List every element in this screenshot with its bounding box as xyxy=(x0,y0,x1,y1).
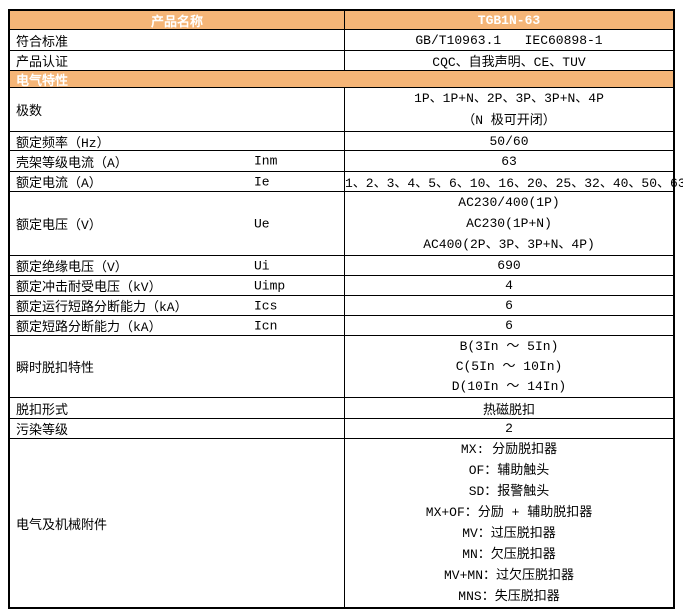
row-label: 额定电压（V） Ue xyxy=(10,192,345,255)
table-row: 额定运行短路分断能力（kA） Ics 6 xyxy=(10,296,673,316)
row-label: 产品认证 xyxy=(10,51,345,70)
table-row: 脱扣形式 热磁脱扣 xyxy=(10,398,673,419)
row-value: AC230/400(1P) AC230(1P+N) AC400(2P、3P、3P… xyxy=(345,192,673,255)
row-label: 电气及机械附件 xyxy=(10,439,345,607)
value-line: SD：报警触头 xyxy=(468,484,550,499)
row-value: 63 xyxy=(501,153,517,169)
value-line: OF：辅助触头 xyxy=(468,463,550,478)
product-model: TGB1N-63 xyxy=(477,12,541,28)
value-line: B(3In ～ 5In) xyxy=(459,338,559,354)
value-line: C(5In ～ 10In) xyxy=(455,358,563,374)
value-line: MV+MN：过欠压脱扣器 xyxy=(443,568,574,583)
row-symbol: Uimp xyxy=(254,278,286,293)
row-symbol: Ie xyxy=(254,174,270,189)
row-label: 额定冲击耐受电压（kV） Uimp xyxy=(10,276,345,295)
table-row: 产品认证 CQC、自我声明、CE、TUV xyxy=(10,51,673,71)
row-label: 壳架等级电流（A） Inm xyxy=(10,151,345,171)
table-row: 极数 1P、1P+N、2P、3P、3P+N、4P （N 极可开闭） xyxy=(10,88,673,132)
row-symbol: Ue xyxy=(254,216,270,231)
value-line: MV：过压脱扣器 xyxy=(462,526,556,541)
row-symbol: Ui xyxy=(254,258,270,273)
row-label-text: 额定电流（A） xyxy=(16,176,102,191)
value-line: MNS：失压脱扣器 xyxy=(458,589,560,604)
row-label: 额定频率（Hz） xyxy=(10,132,345,151)
row-value: 1、2、3、4、5、6、10、16、20、25、32、40、50、63 xyxy=(345,176,683,191)
row-label: 极数 xyxy=(10,88,345,131)
section-header: 电气特性 xyxy=(10,71,673,89)
value-line: （N 极可开闭） xyxy=(462,112,556,128)
table-row: 额定频率（Hz） 50/60 xyxy=(10,132,673,151)
table-row: 瞬时脱扣特性 B(3In ～ 5In) C(5In ～ 10In) D(10In… xyxy=(10,336,673,398)
row-value: 50/60 xyxy=(489,133,529,149)
table-row: 额定电流（A） Ie 1、2、3、4、5、6、10、16、20、25、32、40… xyxy=(10,172,683,192)
value-line: MX+OF：分励 + 辅助脱扣器 xyxy=(425,505,593,520)
row-value: 6 xyxy=(505,318,513,333)
table-row: 额定绝缘电压（V） Ui 690 xyxy=(10,256,673,276)
row-value: 2 xyxy=(505,421,513,436)
row-value: 热磁脱扣 xyxy=(482,402,535,418)
value-line: 1P、1P+N、2P、3P、3P+N、4P xyxy=(414,90,604,106)
table-row: 额定电压（V） Ue AC230/400(1P) AC230(1P+N) AC4… xyxy=(10,192,673,256)
row-label-text: 额定冲击耐受电压（kV） xyxy=(16,280,162,295)
table-row: 额定冲击耐受电压（kV） Uimp 4 xyxy=(10,276,673,296)
row-label: 脱扣形式 xyxy=(10,398,345,418)
row-label: 额定绝缘电压（V） Ui xyxy=(10,256,345,275)
row-value: 1P、1P+N、2P、3P、3P+N、4P （N 极可开闭） xyxy=(345,88,673,131)
row-label-text: 壳架等级电流（A） xyxy=(16,155,128,171)
table-row: 符合标准 GB/T10963.1 IEC60898-1 xyxy=(10,30,673,51)
row-value: MX: 分励脱扣器 OF：辅助触头 SD：报警触头 MX+OF：分励 + 辅助脱… xyxy=(345,439,673,607)
row-label-text: 额定电压（V） xyxy=(16,218,102,233)
value-line: MX: 分励脱扣器 xyxy=(460,442,558,457)
table-header-row: 产品名称 TGB1N-63 xyxy=(10,11,673,30)
row-label: 瞬时脱扣特性 xyxy=(10,336,345,397)
row-label: 额定电流（A） Ie xyxy=(10,172,345,191)
row-label-text: 额定短路分断能力（kA） xyxy=(16,320,162,335)
table-row: 污染等级 2 xyxy=(10,419,673,439)
row-value: GB/T10963.1 IEC60898-1 xyxy=(415,32,603,48)
row-label: 符合标准 xyxy=(10,30,345,50)
row-label: 额定短路分断能力（kA） Icn xyxy=(10,316,345,335)
row-value: 6 xyxy=(505,298,513,313)
row-label-text: 额定绝缘电压（V） xyxy=(16,260,128,275)
value-line: AC230(1P+N) xyxy=(466,216,552,231)
row-value: 4 xyxy=(505,278,513,293)
row-label-text: 额定运行短路分断能力（kA） xyxy=(16,300,188,315)
value-line: D(10In ～ 14In) xyxy=(451,378,567,394)
row-label: 额定运行短路分断能力（kA） Ics xyxy=(10,296,345,315)
header-label: 产品名称 xyxy=(10,11,345,30)
value-line: AC230/400(1P) xyxy=(458,195,560,210)
row-symbol: Icn xyxy=(254,318,278,333)
row-value: 690 xyxy=(497,258,521,273)
spec-table: 产品名称 TGB1N-63 符合标准 GB/T10963.1 IEC60898-… xyxy=(8,9,683,609)
value-line: MN：欠压脱扣器 xyxy=(462,547,556,562)
row-value: B(3In ～ 5In) C(5In ～ 10In) D(10In ～ 14In… xyxy=(345,336,673,397)
value-line: AC400(2P、3P、3P+N、4P) xyxy=(423,237,595,252)
table-row: 电气及机械附件 MX: 分励脱扣器 OF：辅助触头 SD：报警触头 MX+OF：… xyxy=(10,439,673,607)
row-symbol: Inm xyxy=(254,153,278,169)
row-label: 污染等级 xyxy=(10,419,345,438)
row-symbol: Ics xyxy=(254,298,278,313)
table-row: 额定短路分断能力（kA） Icn 6 xyxy=(10,316,673,336)
row-value: CQC、自我声明、CE、TUV xyxy=(432,55,586,70)
table-row: 壳架等级电流（A） Inm 63 xyxy=(10,151,673,172)
